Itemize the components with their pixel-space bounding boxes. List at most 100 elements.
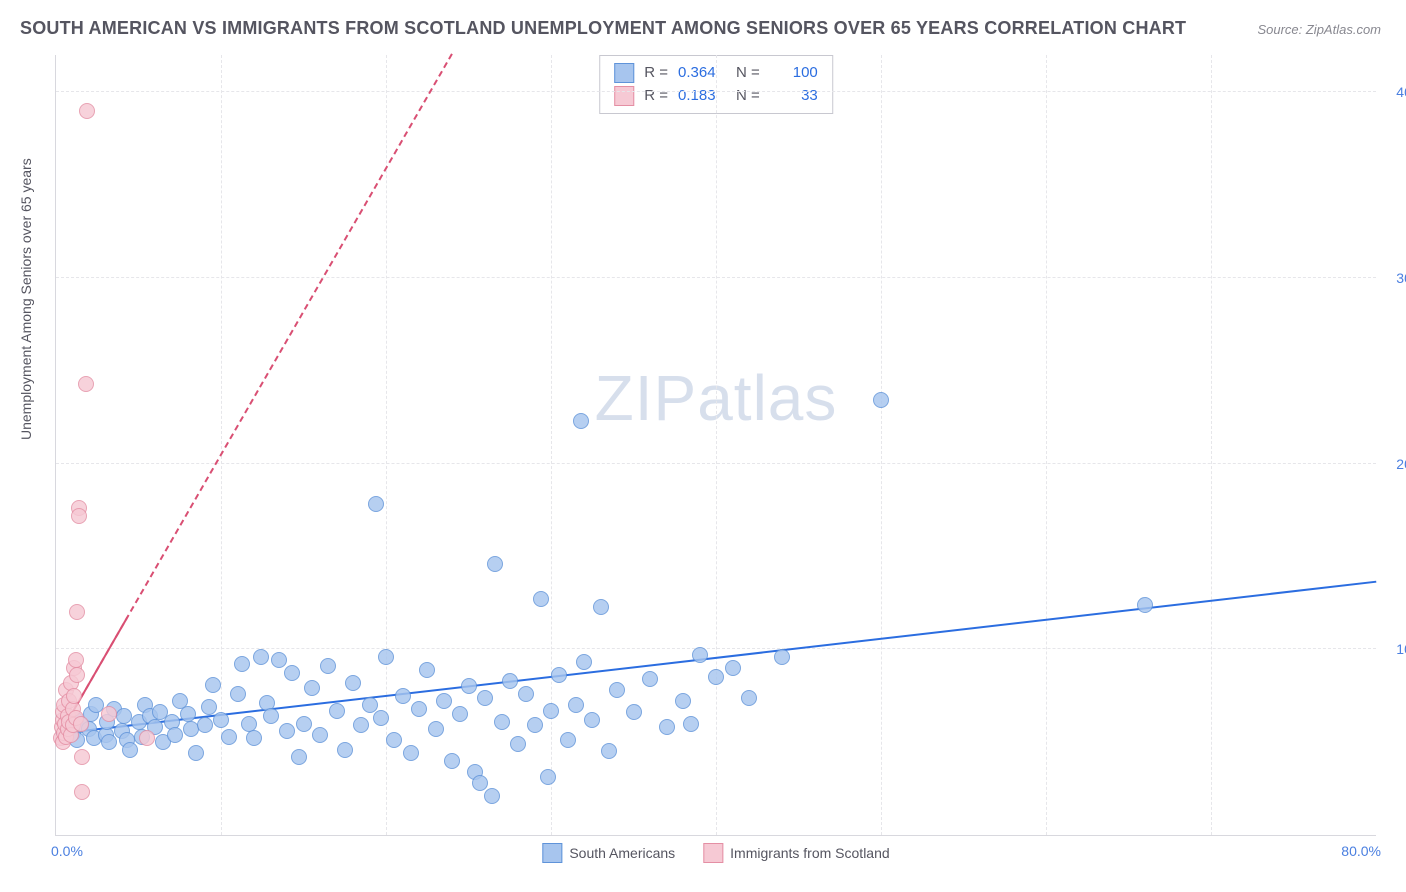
data-point [774, 649, 790, 665]
data-point [428, 721, 444, 737]
data-point [494, 714, 510, 730]
legend-item: South Americans [542, 843, 675, 863]
data-point [71, 508, 87, 524]
data-point [167, 727, 183, 743]
data-point [502, 673, 518, 689]
data-point [241, 716, 257, 732]
n-label: N = [736, 62, 760, 85]
data-point [540, 769, 556, 785]
y-tick-label: 30.0% [1381, 270, 1406, 286]
data-point [312, 727, 328, 743]
data-point [271, 652, 287, 668]
gridline-v [881, 55, 882, 835]
data-point [337, 742, 353, 758]
data-point [510, 736, 526, 752]
data-point [484, 788, 500, 804]
legend-label: Immigrants from Scotland [730, 845, 890, 861]
data-point [139, 730, 155, 746]
data-point [533, 591, 549, 607]
data-point [78, 376, 94, 392]
x-tick-max: 80.0% [1341, 843, 1381, 859]
data-point [68, 652, 84, 668]
y-tick-label: 20.0% [1381, 456, 1406, 472]
data-point [101, 734, 117, 750]
data-point [560, 732, 576, 748]
data-point [373, 710, 389, 726]
data-point [284, 665, 300, 681]
y-tick-label: 40.0% [1381, 84, 1406, 100]
trend-line [55, 54, 453, 742]
data-point [230, 686, 246, 702]
data-point [320, 658, 336, 674]
legend-swatch [703, 843, 723, 863]
r-label: R = [644, 62, 668, 85]
chart-title: SOUTH AMERICAN VS IMMIGRANTS FROM SCOTLA… [20, 18, 1186, 39]
n-value: 100 [770, 62, 818, 85]
data-point [419, 662, 435, 678]
data-point [609, 682, 625, 698]
gridline-v [1211, 55, 1212, 835]
data-point [362, 697, 378, 713]
legend-swatch [542, 843, 562, 863]
data-point [873, 392, 889, 408]
data-point [601, 743, 617, 759]
gridline-v [1046, 55, 1047, 835]
data-point [353, 717, 369, 733]
data-point [221, 729, 237, 745]
data-point [329, 703, 345, 719]
data-point [101, 706, 117, 722]
data-point [69, 604, 85, 620]
data-point [741, 690, 757, 706]
gridline-v [716, 55, 717, 835]
data-point [675, 693, 691, 709]
x-tick-origin: 0.0% [51, 843, 83, 859]
data-point [197, 717, 213, 733]
source-label: Source: ZipAtlas.com [1257, 22, 1381, 37]
y-axis-label: Unemployment Among Seniors over 65 years [18, 158, 34, 440]
data-point [543, 703, 559, 719]
data-point [573, 413, 589, 429]
data-point [576, 654, 592, 670]
y-tick-label: 10.0% [1381, 641, 1406, 657]
data-point [116, 708, 132, 724]
data-point [188, 745, 204, 761]
data-point [253, 649, 269, 665]
data-point [584, 712, 600, 728]
data-point [477, 690, 493, 706]
r-value: 0.364 [678, 62, 726, 85]
data-point [304, 680, 320, 696]
data-point [527, 717, 543, 733]
data-point [345, 675, 361, 691]
data-point [518, 686, 534, 702]
data-point [201, 699, 217, 715]
data-point [692, 647, 708, 663]
data-point [659, 719, 675, 735]
series-swatch [614, 63, 634, 83]
data-point [461, 678, 477, 694]
data-point [568, 697, 584, 713]
data-point [66, 688, 82, 704]
legend-item: Immigrants from Scotland [703, 843, 890, 863]
data-point [403, 745, 419, 761]
data-point [291, 749, 307, 765]
n-label: N = [736, 85, 760, 108]
data-point [69, 667, 85, 683]
data-point [205, 677, 221, 693]
data-point [452, 706, 468, 722]
data-point [626, 704, 642, 720]
data-point [487, 556, 503, 572]
data-point [683, 716, 699, 732]
data-point [642, 671, 658, 687]
n-value: 33 [770, 85, 818, 108]
r-label: R = [644, 85, 668, 108]
data-point [436, 693, 452, 709]
data-point [279, 723, 295, 739]
r-value: 0.183 [678, 85, 726, 108]
data-point [395, 688, 411, 704]
series-swatch [614, 86, 634, 106]
data-point [708, 669, 724, 685]
data-point [122, 742, 138, 758]
data-point [296, 716, 312, 732]
legend: South Americans Immigrants from Scotland [542, 843, 889, 863]
data-point [234, 656, 250, 672]
